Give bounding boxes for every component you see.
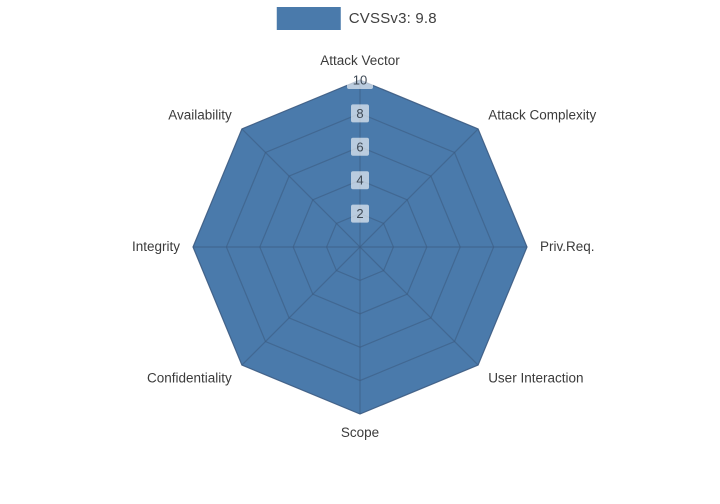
radial-tick-label: 6 <box>356 139 363 154</box>
axis-label-priv-req: Priv.Req. <box>540 239 595 254</box>
radial-tick-label: 2 <box>356 206 363 221</box>
radial-tick-box <box>347 71 373 89</box>
axis-label-attack-vector: Attack Vector <box>320 53 400 68</box>
radar-grid-spoke <box>359 246 479 366</box>
radar-grid-spoke <box>241 128 361 248</box>
radial-tick-label: 8 <box>356 106 363 121</box>
radial-tick-box <box>351 104 369 123</box>
legend-swatch <box>276 7 341 30</box>
radar-grid-spoke <box>241 246 361 366</box>
radial-tick-box <box>351 137 369 156</box>
axis-label-confidentiality: Confidentiality <box>147 371 232 386</box>
radial-tick-label: 10 <box>353 73 367 88</box>
radial-tick-box <box>351 204 369 223</box>
legend: CVSSv3: 9.8 <box>276 7 437 30</box>
radial-tick-label: 4 <box>356 173 363 188</box>
axis-label-scope: Scope <box>341 425 379 440</box>
axis-label-availability: Availability <box>168 108 232 123</box>
axis-label-user-interaction: User Interaction <box>488 371 583 386</box>
axis-label-integrity: Integrity <box>132 239 180 254</box>
radar-grid-spoke <box>359 128 479 248</box>
radial-tick-box <box>351 171 369 190</box>
axis-label-attack-complexity: Attack Complexity <box>488 108 596 123</box>
legend-label: CVSSv3: 9.8 <box>348 10 437 27</box>
